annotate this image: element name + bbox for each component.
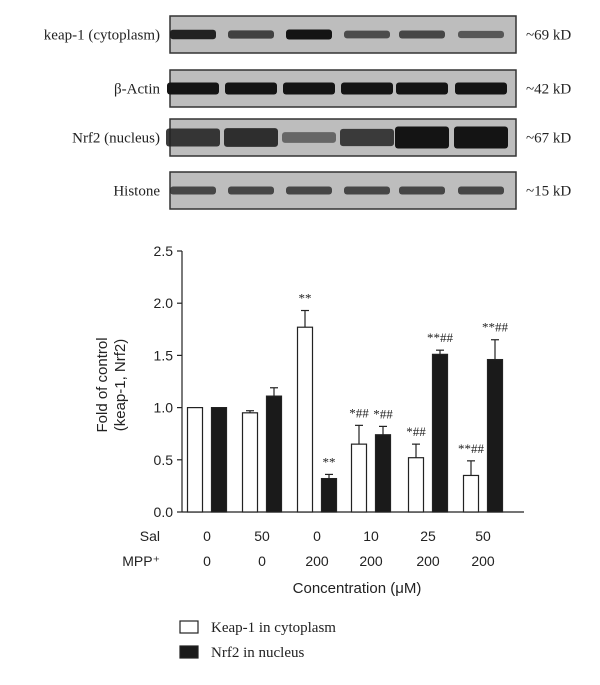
molecular-weight-label: ~69 kD xyxy=(526,28,571,44)
blot-band xyxy=(458,186,504,195)
blot-band xyxy=(170,29,216,40)
condition-value: 0 xyxy=(258,553,266,569)
condition-value: 50 xyxy=(475,528,491,544)
blot-band xyxy=(224,128,278,147)
molecular-weight-label: ~67 kD xyxy=(526,131,571,147)
bar-nrf2 xyxy=(265,395,283,513)
blot-band xyxy=(228,30,274,39)
y-tick-label: 0.0 xyxy=(154,504,174,520)
y-axis-title-line1: Fold of control xyxy=(94,337,111,432)
legend-swatch xyxy=(179,645,199,659)
bar-keap1 xyxy=(186,407,204,513)
bar-keap1 xyxy=(407,457,425,513)
blot-label: β-Actin xyxy=(114,82,160,98)
blot-band xyxy=(455,82,507,95)
bar-nrf2 xyxy=(320,477,338,513)
significance-label: **## xyxy=(458,441,485,456)
significance-label: *## xyxy=(349,405,369,420)
y-tick-label: 1.5 xyxy=(154,347,174,363)
condition-value: 0 xyxy=(313,528,321,544)
significance-label: **## xyxy=(482,320,509,335)
significance-label: *## xyxy=(406,424,426,439)
y-tick-label: 2.5 xyxy=(154,243,174,259)
significance-label: **## xyxy=(427,330,454,345)
condition-value: 25 xyxy=(420,528,436,544)
condition-value: 10 xyxy=(363,528,379,544)
blot-band xyxy=(225,82,277,95)
blot-band xyxy=(399,30,445,39)
blot-band xyxy=(166,128,220,147)
blot-row: keap-1 (cytoplasm) ~69 kD xyxy=(44,15,571,54)
condition-table: Sal 0 50 0 10 25 50 MPP⁺ 0 0 200 200 200 200 xyxy=(122,528,495,569)
y-tick-label: 2.0 xyxy=(154,295,174,311)
condition-value: 200 xyxy=(471,553,495,569)
bar-chart: 0.0 0.5 1.0 1.5 2.0 2.5 ** *## *## **## ** *## **##… xyxy=(94,243,524,597)
condition-value: 200 xyxy=(305,553,329,569)
legend-label: Keap-1 in cytoplasm xyxy=(211,620,336,636)
blot-label: Histone xyxy=(113,184,160,200)
condition-name: MPP⁺ xyxy=(122,553,160,569)
bar-keap1 xyxy=(350,443,368,513)
bar-keap1 xyxy=(296,326,314,513)
blot-band xyxy=(282,132,336,143)
condition-name: Sal xyxy=(140,528,160,544)
y-axis-title-line2: (keap-1, Nrf2) xyxy=(112,339,129,432)
condition-value: 0 xyxy=(203,528,211,544)
blot-label: Nrf2 (nucleus) xyxy=(72,131,160,147)
blot-band xyxy=(399,186,445,195)
blot-band xyxy=(286,186,332,195)
y-tick-label: 0.5 xyxy=(154,452,174,468)
bar-nrf2 xyxy=(486,358,504,513)
blot-band xyxy=(167,82,219,95)
bar-keap1 xyxy=(241,412,259,513)
western-blot-panel: keap-1 (cytoplasm) ~69 kD β-Actin ~42 kD Nrf… xyxy=(44,15,571,210)
blot-label: keap-1 (cytoplasm) xyxy=(44,28,160,44)
condition-value: 0 xyxy=(203,553,211,569)
blot-row: β-Actin ~42 kD xyxy=(114,69,571,108)
condition-value: 200 xyxy=(359,553,383,569)
blot-band xyxy=(170,186,216,195)
blot-band xyxy=(396,82,448,95)
bar-keap1 xyxy=(462,474,480,513)
molecular-weight-label: ~42 kD xyxy=(526,82,571,98)
legend-swatch xyxy=(179,620,199,634)
condition-value: 200 xyxy=(416,553,440,569)
blot-band xyxy=(395,126,449,149)
bar-nrf2 xyxy=(210,407,228,513)
blot-band xyxy=(283,82,335,95)
condition-value: 50 xyxy=(254,528,270,544)
blot-row: Histone ~15 kD xyxy=(113,171,571,210)
y-tick-label: 1.0 xyxy=(154,400,174,416)
blot-row: Nrf2 (nucleus) ~67 kD xyxy=(72,118,571,157)
blot-band xyxy=(344,186,390,195)
bar-nrf2 xyxy=(374,434,392,513)
significance-label: ** xyxy=(299,291,312,306)
bar-group xyxy=(186,309,504,513)
significance-labels: ** *## *## **## ** *## **## **## xyxy=(299,291,509,470)
legend-label: Nrf2 in nucleus xyxy=(211,645,304,661)
bar-nrf2 xyxy=(431,353,449,513)
blot-band xyxy=(228,186,274,195)
legend: Keap-1 in cytoplasm Nrf2 in nucleus xyxy=(179,620,336,661)
significance-label: ** xyxy=(323,454,336,469)
blot-band xyxy=(341,82,393,95)
x-axis-title: Concentration (μM) xyxy=(293,580,422,597)
blot-band xyxy=(458,30,504,39)
molecular-weight-label: ~15 kD xyxy=(526,184,571,200)
blot-band xyxy=(454,126,508,149)
significance-label: *## xyxy=(373,406,393,421)
blot-band xyxy=(340,128,394,147)
blot-band xyxy=(286,29,332,40)
blot-band xyxy=(344,30,390,39)
